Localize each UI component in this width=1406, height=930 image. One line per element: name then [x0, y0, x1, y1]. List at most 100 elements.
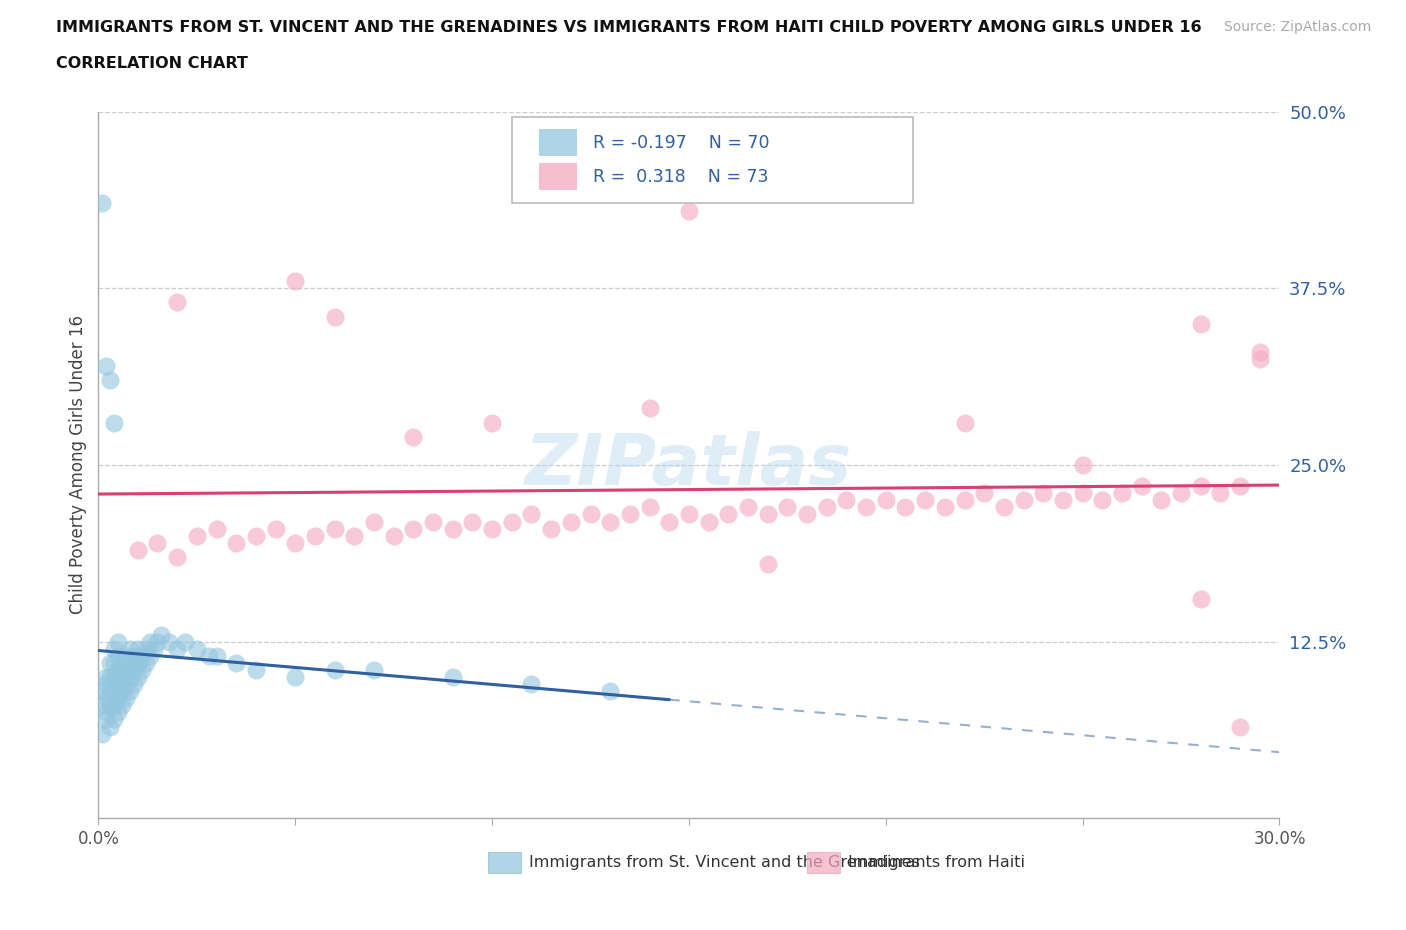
Point [127, 542, 149, 557]
Point [1249, 344, 1271, 359]
Point [501, 514, 523, 529]
Point [264, 521, 287, 536]
Point [678, 203, 700, 218]
Point [96, 705, 118, 720]
Point [103, 684, 125, 698]
Point [1071, 485, 1094, 500]
Point [135, 656, 157, 671]
FancyBboxPatch shape [512, 117, 914, 204]
Point [776, 500, 799, 515]
Point [402, 521, 425, 536]
Point [197, 648, 219, 663]
Point [1189, 591, 1212, 606]
Point [107, 705, 129, 720]
Point [441, 521, 464, 536]
Point [1071, 458, 1094, 472]
Point [135, 642, 157, 657]
Text: Immigrants from Haiti: Immigrants from Haiti [848, 855, 1025, 870]
Text: Source: ZipAtlas.com: Source: ZipAtlas.com [1223, 20, 1371, 34]
Point [205, 521, 228, 536]
Point [756, 556, 779, 571]
Point [103, 642, 125, 657]
Point [103, 656, 125, 671]
Point [107, 677, 129, 692]
Point [619, 507, 641, 522]
Point [422, 514, 444, 529]
Point [107, 634, 129, 649]
Point [756, 507, 779, 522]
Point [98, 684, 121, 698]
Point [1170, 485, 1192, 500]
Bar [807, 852, 841, 873]
Point [560, 514, 582, 529]
Point [1229, 479, 1251, 494]
Point [953, 493, 976, 508]
Point [894, 500, 917, 515]
Point [323, 521, 346, 536]
Point [186, 528, 208, 543]
Point [157, 634, 180, 649]
Point [138, 648, 160, 663]
Point [284, 670, 307, 684]
Point [115, 677, 138, 692]
Point [1249, 352, 1271, 366]
Point [402, 430, 425, 445]
Point [284, 536, 307, 551]
Point [658, 514, 681, 529]
Point [91, 684, 114, 698]
Y-axis label: Child Poverty Among Girls Under 16: Child Poverty Among Girls Under 16 [69, 315, 87, 615]
Point [678, 507, 700, 522]
Point [115, 691, 138, 706]
Point [461, 514, 484, 529]
Point [107, 662, 129, 677]
Point [875, 493, 897, 508]
Point [1130, 479, 1153, 494]
Point [98, 719, 121, 734]
Point [737, 500, 759, 515]
Point [118, 656, 141, 671]
Point [98, 698, 121, 712]
Point [118, 642, 141, 657]
Point [245, 528, 267, 543]
Point [934, 500, 956, 515]
Point [481, 521, 503, 536]
Point [363, 514, 385, 529]
Point [118, 684, 141, 698]
Point [122, 677, 145, 692]
Point [103, 712, 125, 727]
Point [186, 642, 208, 657]
Bar [538, 163, 576, 190]
Point [103, 415, 125, 430]
Bar [488, 852, 522, 873]
Point [1189, 479, 1212, 494]
Point [225, 536, 247, 551]
Point [441, 670, 464, 684]
Text: IMMIGRANTS FROM ST. VINCENT AND THE GRENADINES VS IMMIGRANTS FROM HAITI CHILD PO: IMMIGRANTS FROM ST. VINCENT AND THE GREN… [56, 20, 1202, 35]
Point [1150, 493, 1173, 508]
Point [111, 670, 134, 684]
Point [560, 161, 582, 176]
Text: ZIPatlas: ZIPatlas [526, 431, 852, 499]
Point [96, 712, 118, 727]
Point [1111, 485, 1133, 500]
Point [697, 514, 720, 529]
Text: R = -0.197    N = 70: R = -0.197 N = 70 [593, 134, 769, 152]
Point [520, 677, 543, 692]
Point [166, 642, 188, 657]
Point [343, 528, 366, 543]
Point [304, 528, 326, 543]
Point [174, 634, 197, 649]
Point [914, 493, 936, 508]
Point [540, 521, 562, 536]
Point [131, 662, 153, 677]
Point [717, 507, 740, 522]
Point [953, 415, 976, 430]
Point [1189, 316, 1212, 331]
Point [1209, 485, 1232, 500]
Text: R =  0.318    N = 73: R = 0.318 N = 73 [593, 167, 769, 186]
Point [131, 648, 153, 663]
Point [599, 684, 621, 698]
Point [96, 677, 118, 692]
Text: CORRELATION CHART: CORRELATION CHART [56, 56, 247, 71]
Point [111, 698, 134, 712]
